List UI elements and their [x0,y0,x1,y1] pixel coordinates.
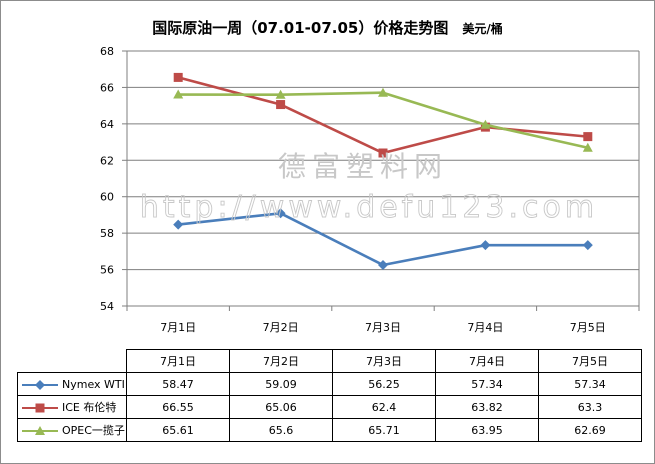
table-series-cell: ICE 布伦特 [17,395,127,419]
table-cell: 58.47 [126,372,230,396]
legend-label: OPEC一揽子 [62,424,125,437]
table-cell: 56.25 [332,372,436,396]
data-table: 7月1日 7月2日 7月3日 7月4日 7月5日 Nymex WTI 58.47 59.09 5… [17,349,642,442]
data-point [582,240,593,251]
table-cell: 65.06 [229,395,333,419]
table-cell: 63.95 [435,418,539,442]
legend-key [22,403,58,413]
data-point [378,148,388,158]
chart-title-block: 国际原油一周（07.01-07.05）价格走势图 美元/桶 [1,17,654,38]
data-point [173,72,183,82]
y-tick-label: 68 [100,45,114,58]
data-point [378,260,388,271]
data-point [276,100,286,110]
legend-marker [35,426,45,435]
data-point [173,219,184,230]
table-header-cell: 7月4日 [435,349,539,373]
legend-key [22,426,58,435]
y-tick-label: 60 [100,191,114,204]
x-tick-label: 7月1日 [160,321,196,334]
series-line-3 [178,91,589,149]
x-tick-label: 7月3日 [365,321,401,334]
table-series-cell: Nymex WTI [17,372,127,396]
y-tick-label: 58 [100,227,114,240]
unit-label: 美元/桶 [462,22,503,36]
data-point [480,119,491,129]
table-cell: 63.3 [538,395,642,419]
table-header-cell: 7月2日 [229,349,333,373]
legend-key [22,379,58,390]
x-tick-label: 7月5日 [570,321,606,334]
legend-label: ICE 布伦特 [62,401,117,414]
y-tick-label: 64 [100,118,114,131]
chart-title: 国际原油一周（07.01-07.05）价格走势图 [152,19,449,37]
table-cell: 57.34 [435,372,539,396]
data-point [583,132,593,142]
legend-label: Nymex WTI [62,377,125,391]
table-row: ICE 布伦特 66.55 65.06 62.4 63.82 63.3 [17,395,642,419]
data-point [275,89,286,99]
x-tick-label: 7月4日 [467,321,503,334]
data-point [582,142,593,152]
table-cell: 62.69 [538,418,642,442]
table-cell: 57.34 [538,372,642,396]
series-line-1 [178,211,588,267]
legend-marker [35,403,45,413]
table-cell: 65.71 [332,418,436,442]
table-cell: 63.82 [435,395,539,419]
table-series-cell: OPEC一揽子 [17,418,127,442]
table-header-row: 7月1日 7月2日 7月3日 7月4日 7月5日 [17,349,642,373]
table-header-cell: 7月3日 [332,349,436,373]
table-row: OPEC一揽子 65.61 65.6 65.71 63.95 62.69 [17,418,642,442]
x-tick-label: 7月2日 [263,321,299,334]
y-tick-label: 54 [100,300,114,313]
table-header-cell: 7月5日 [538,349,642,373]
data-point [480,240,491,251]
table-row: Nymex WTI 58.47 59.09 56.25 57.34 57.34 [17,372,642,396]
data-point [275,208,286,219]
y-tick-label: 62 [100,154,114,167]
table-cell: 65.6 [229,418,333,442]
data-point [173,89,184,99]
table-header-cell: 7月1日 [126,349,230,373]
y-tick-label: 66 [100,81,114,94]
table-cell: 62.4 [332,395,436,419]
legend-marker [35,379,45,390]
y-tick-label: 56 [100,264,114,277]
table-corner [17,349,127,373]
table-cell: 66.55 [126,395,230,419]
data-point [378,87,388,97]
table-cell: 65.61 [126,418,230,442]
table-cell: 59.09 [229,372,333,396]
